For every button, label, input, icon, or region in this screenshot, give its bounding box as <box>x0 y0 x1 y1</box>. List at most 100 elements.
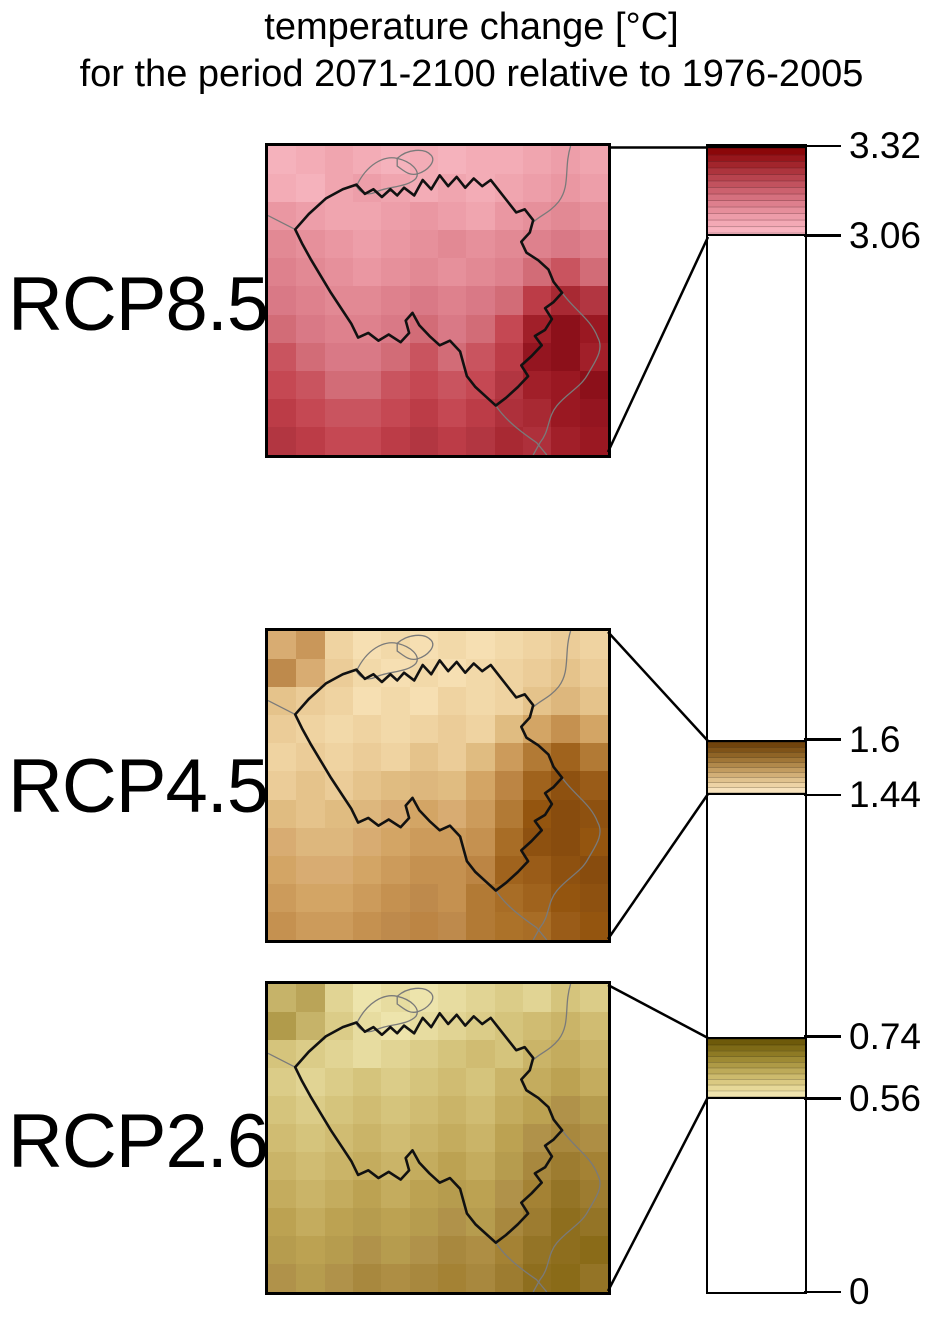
map-cell <box>579 398 608 427</box>
connector-line <box>606 236 710 453</box>
map-cell <box>579 855 608 884</box>
map-cell <box>579 743 608 772</box>
map-cell <box>296 1152 325 1180</box>
neighbor-border-lines <box>268 146 600 455</box>
map-cell <box>438 1208 467 1236</box>
map-cell <box>551 1096 580 1124</box>
map-cell <box>551 258 580 287</box>
map-cell <box>268 230 297 259</box>
map-cell <box>466 398 495 427</box>
map-cell <box>381 911 410 940</box>
map-cell <box>466 799 495 828</box>
map-cell <box>324 1236 353 1264</box>
map-cell <box>579 342 608 371</box>
map-cell <box>438 799 467 828</box>
map-cell <box>579 1180 608 1208</box>
map-cell <box>409 827 438 856</box>
map-cell <box>523 146 552 175</box>
map-cell <box>353 370 382 399</box>
map-cell <box>409 1096 438 1124</box>
map-cell <box>324 827 353 856</box>
map-cell <box>353 286 382 315</box>
map-cell <box>409 202 438 231</box>
scenario-label-rcp45: RCP4.5 <box>8 744 269 829</box>
map-cell <box>438 258 467 287</box>
map-rcp45 <box>265 628 611 943</box>
map-cell <box>324 426 353 455</box>
map-cell <box>466 1152 495 1180</box>
map-cell <box>324 1096 353 1124</box>
map-cell <box>296 827 325 856</box>
map-cell <box>494 659 523 688</box>
map-cell <box>466 715 495 744</box>
map-cell <box>523 883 552 912</box>
map-cell <box>438 1124 467 1152</box>
map-cell <box>523 342 552 371</box>
map-cell <box>466 1236 495 1264</box>
colorbar-tick <box>804 144 841 148</box>
map-cell <box>381 1208 410 1236</box>
map-cell <box>268 1264 297 1292</box>
map-cell <box>268 342 297 371</box>
map-cell <box>438 1152 467 1180</box>
map-cell <box>296 687 325 716</box>
belgium-map-overlay <box>268 631 608 940</box>
map-cell <box>353 1040 382 1068</box>
map-cell <box>268 1068 297 1096</box>
map-cell <box>268 1124 297 1152</box>
colorbar-tick-label: 0.56 <box>849 1077 922 1119</box>
map-cell <box>296 230 325 259</box>
map-cell <box>381 883 410 912</box>
map-cell <box>324 883 353 912</box>
map-cell <box>494 202 523 231</box>
map-cell <box>353 398 382 427</box>
map-cell <box>409 398 438 427</box>
map-cell <box>579 631 608 660</box>
map-cell <box>324 258 353 287</box>
map-cell <box>579 771 608 800</box>
map-cell <box>466 855 495 884</box>
map-cell <box>438 230 467 259</box>
map-cell <box>494 1012 523 1040</box>
scenario-label-rcp85: RCP8.5 <box>8 262 269 347</box>
map-cell <box>438 1096 467 1124</box>
map-cell <box>353 1180 382 1208</box>
map-cell <box>296 715 325 744</box>
map-cell <box>494 799 523 828</box>
map-cell <box>551 984 580 1012</box>
map-cell <box>438 984 467 1012</box>
map-cell <box>579 426 608 455</box>
map-cell <box>438 1264 467 1292</box>
map-cell <box>466 631 495 660</box>
colorbar-band-rcp45 <box>708 739 805 795</box>
map-cell <box>409 687 438 716</box>
map-cell <box>579 687 608 716</box>
map-cell <box>523 258 552 287</box>
belgium-map-overlay <box>268 146 608 455</box>
map-cell <box>324 687 353 716</box>
map-cell <box>438 715 467 744</box>
map-cell <box>551 398 580 427</box>
map-cell <box>296 1236 325 1264</box>
map-cell <box>523 659 552 688</box>
map-cell <box>579 1264 608 1292</box>
map-cell <box>296 799 325 828</box>
map-cell <box>466 827 495 856</box>
map-cell <box>381 258 410 287</box>
map-cell <box>324 715 353 744</box>
map-cell <box>494 743 523 772</box>
map-cell <box>268 631 297 660</box>
map-cell <box>381 1096 410 1124</box>
title-line-1: temperature change [°C] <box>264 6 679 48</box>
map-cell <box>296 398 325 427</box>
map-cell <box>551 855 580 884</box>
map-cell <box>579 659 608 688</box>
map-cell <box>523 202 552 231</box>
map-cell <box>296 631 325 660</box>
map-cell <box>409 715 438 744</box>
map-cell <box>409 1068 438 1096</box>
belgium-border <box>295 175 562 405</box>
map-cell <box>353 883 382 912</box>
map-cell <box>268 202 297 231</box>
map-cell <box>466 230 495 259</box>
